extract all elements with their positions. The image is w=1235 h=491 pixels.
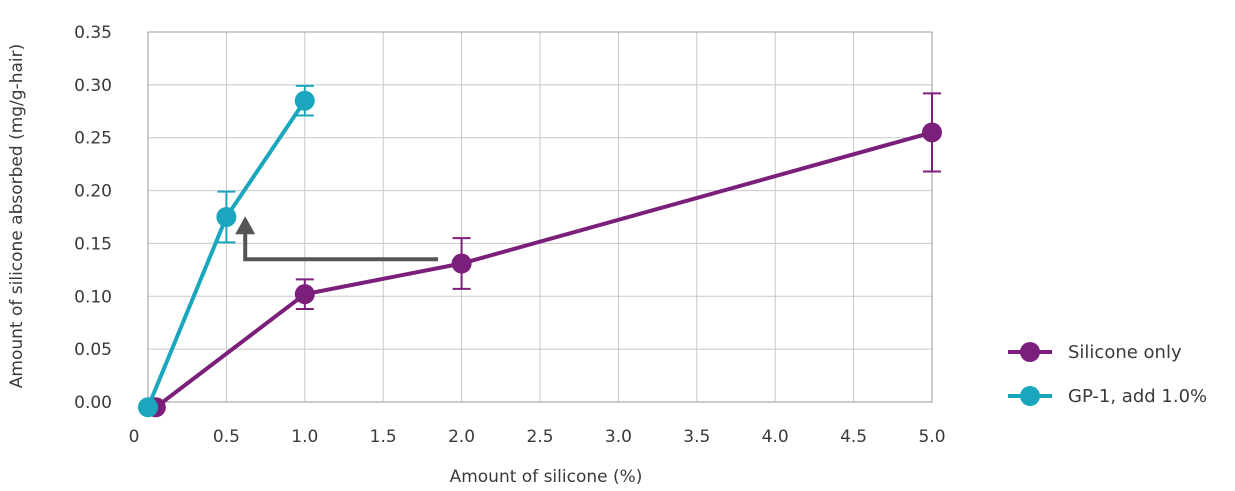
y-tick-labels: 0.00 0.05 0.10 0.15 0.20 0.25 0.30 0.35 (74, 23, 112, 413)
y-tick-label: 0.15 (74, 234, 112, 254)
y-tick-label: 0.25 (74, 129, 112, 149)
y-tick-label: 0.00 (74, 393, 112, 413)
y-tick-label: 0.10 (74, 287, 112, 307)
series-layer (138, 84, 942, 418)
x-tick-label: 0.5 (213, 427, 240, 447)
x-tick-label: 1.5 (370, 427, 397, 447)
y-tick-label: 0.20 (74, 182, 112, 202)
series-0 (145, 92, 942, 418)
plot-frame (147, 31, 933, 403)
y-tick-label: 0.30 (74, 76, 112, 96)
y-axis-label: Amount of silicone absorbed (mg/g-hair) (7, 44, 27, 388)
x-tick-label: 0 (129, 427, 140, 447)
data-point (294, 90, 315, 111)
data-point (294, 284, 315, 305)
grid (147, 31, 933, 403)
x-tick-label: 1.0 (291, 427, 318, 447)
data-point (922, 122, 942, 143)
legend-item: GP-1, add 1.0% (1008, 386, 1207, 407)
data-point (451, 253, 472, 274)
legend-label: GP-1, add 1.0% (1068, 386, 1207, 407)
legend: Silicone only GP-1, add 1.0% (1008, 342, 1207, 407)
annotation-arrow-head (235, 216, 256, 235)
x-tick-label: 5.0 (918, 427, 945, 447)
x-tick-labels: 0 0.5 1.0 1.5 2.0 2.5 3.0 3.5 4.0 4.5 5.0 (129, 427, 946, 447)
data-point (216, 207, 237, 227)
legend-label: Silicone only (1068, 342, 1182, 363)
annotation-arrow-shaft (243, 232, 439, 262)
legend-item: Silicone only (1008, 342, 1182, 363)
x-tick-label: 3.0 (605, 427, 632, 447)
x-tick-label: 4.0 (762, 427, 789, 447)
annotation-layer (235, 216, 439, 262)
x-axis-label: Amount of silicone (%) (450, 467, 643, 487)
series-1 (138, 84, 315, 418)
x-tick-label: 3.5 (683, 427, 710, 447)
legend-swatch-marker (1020, 342, 1040, 362)
series-line (154, 130, 933, 409)
x-tick-label: 2.5 (526, 427, 553, 447)
y-tick-label: 0.35 (74, 23, 112, 43)
legend-swatch-marker (1020, 386, 1040, 406)
x-tick-label: 2.0 (448, 427, 475, 447)
data-point (138, 397, 158, 418)
y-tick-label: 0.05 (74, 340, 112, 360)
x-tick-label: 4.5 (840, 427, 867, 447)
